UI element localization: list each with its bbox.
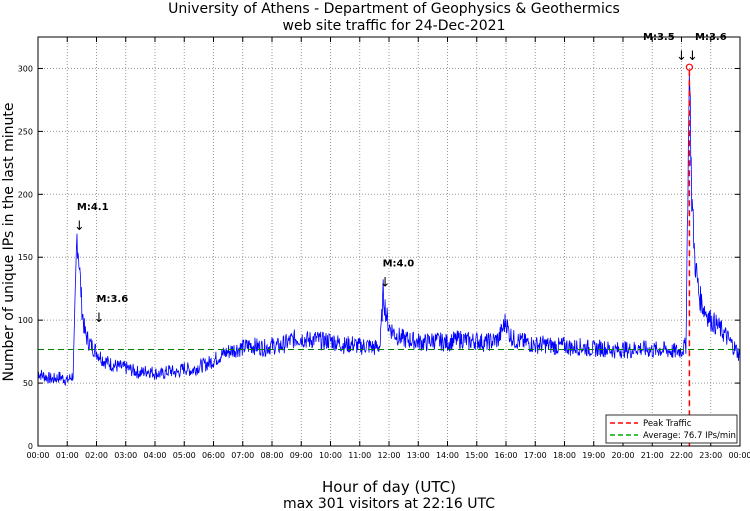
x-tick-label: 19:00 xyxy=(582,451,605,460)
y-tick-label: 50 xyxy=(23,379,33,388)
x-tick-label: 16:00 xyxy=(494,451,517,460)
earthquake-label: M:3.5 xyxy=(643,32,675,43)
y-tick-label: 200 xyxy=(18,190,33,199)
x-tick-label: 06:00 xyxy=(202,451,225,460)
y-axis-label: Number of unique IPs in the last minute xyxy=(1,103,17,382)
x-tick-label: 20:00 xyxy=(611,451,634,460)
plot-frame xyxy=(37,36,741,447)
legend-peak-label: Peak Traffic xyxy=(643,419,692,429)
earthquake-label: M:4.0 xyxy=(383,259,415,270)
chart-title-line-1: University of Athens - Department of Geo… xyxy=(168,1,620,17)
down-arrow-icon: ↓ xyxy=(687,49,698,64)
earthquake-label: M:3.6 xyxy=(695,32,727,43)
x-tick-label: 02:00 xyxy=(85,451,108,460)
x-tick-label: 05:00 xyxy=(173,451,196,460)
y-tick-label: 0 xyxy=(28,442,33,451)
y-tick-label: 300 xyxy=(18,64,33,73)
x-tick-label: 22:00 xyxy=(670,451,693,460)
x-tick-label: 01:00 xyxy=(56,451,79,460)
legend-average-label: Average: 76.7 IPs/min xyxy=(643,431,736,441)
x-tick-label: 12:00 xyxy=(377,451,400,460)
y-tick-label: 250 xyxy=(18,127,33,136)
x-tick-label: 00:00 xyxy=(26,451,49,460)
x-tick-label: 10:00 xyxy=(319,451,342,460)
down-arrow-icon: ↓ xyxy=(74,219,85,234)
x-tick-label: 11:00 xyxy=(348,451,371,460)
peak-marker xyxy=(685,63,693,71)
legend: Peak Traffic Average: 76.7 IPs/min xyxy=(605,414,738,444)
x-tick-label: 14:00 xyxy=(436,451,459,460)
x-tick-label: 13:00 xyxy=(407,451,430,460)
x-tick-label: 00:00 xyxy=(728,451,750,460)
x-tick-label: 17:00 xyxy=(524,451,547,460)
max-visitors-caption: max 301 visitors at 22:16 UTC xyxy=(283,496,495,511)
x-tick-label: 21:00 xyxy=(641,451,664,460)
down-arrow-icon: ↓ xyxy=(676,49,687,64)
down-arrow-icon: ↓ xyxy=(94,311,105,326)
y-tick-label: 100 xyxy=(18,316,33,325)
x-tick-label: 09:00 xyxy=(290,451,313,460)
x-tick-label: 18:00 xyxy=(553,451,576,460)
x-tick-label: 07:00 xyxy=(231,451,254,460)
y-tick-label: 150 xyxy=(18,253,33,262)
earthquake-label: M:4.1 xyxy=(77,202,109,213)
x-tick-label: 23:00 xyxy=(699,451,722,460)
x-tick-label: 15:00 xyxy=(465,451,488,460)
traffic-line xyxy=(37,74,741,387)
x-axis-label: Hour of day (UTC) xyxy=(322,478,456,496)
down-arrow-icon: ↓ xyxy=(380,276,391,291)
earthquake-label: M:3.6 xyxy=(97,294,129,305)
x-tick-label: 08:00 xyxy=(260,451,283,460)
x-tick-label: 03:00 xyxy=(114,451,137,460)
chart-title-line-2: web site traffic for 24-Dec-2021 xyxy=(283,18,506,34)
x-tick-label: 04:00 xyxy=(143,451,166,460)
